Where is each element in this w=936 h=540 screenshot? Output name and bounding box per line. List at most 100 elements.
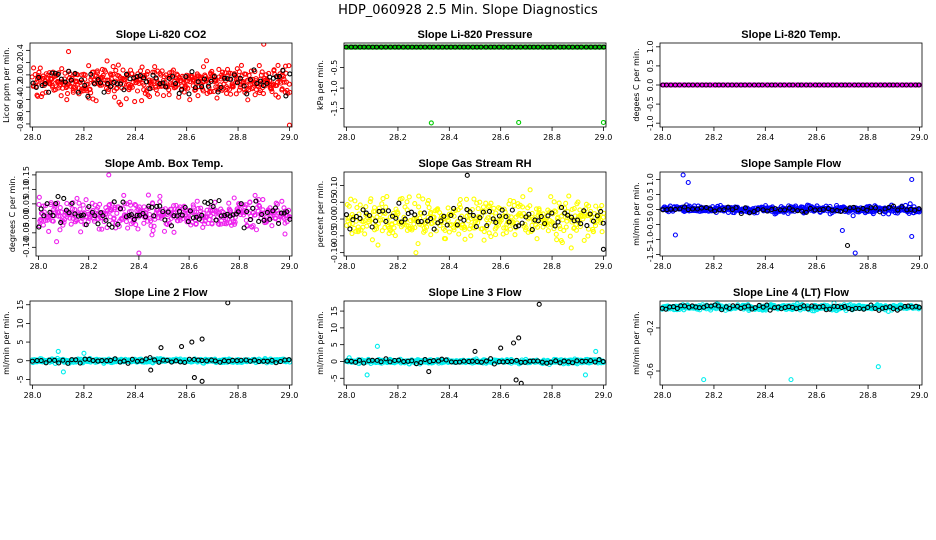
data-point [118, 81, 124, 87]
data-point [109, 207, 115, 213]
data-point [781, 82, 787, 88]
data-point [344, 212, 350, 218]
data-point [425, 198, 432, 204]
data-point [393, 215, 399, 221]
data-point [157, 199, 163, 205]
data-point [491, 44, 497, 50]
data-point [163, 84, 169, 90]
data-point [352, 44, 358, 50]
data-point [457, 204, 463, 210]
data-point [585, 233, 591, 239]
x-tick-label: 28.8 [859, 391, 877, 400]
data-point [173, 81, 179, 87]
data-point [886, 211, 892, 217]
x-tick-label: 28.2 [389, 133, 407, 142]
data-point-outlier [672, 232, 678, 238]
data-point [149, 78, 155, 84]
data-point [428, 209, 434, 215]
data-point [488, 356, 494, 362]
y-tick-label: 0.0 [646, 203, 655, 216]
data-point [850, 213, 856, 219]
x-tick-label: 29.0 [595, 133, 613, 142]
data-point [171, 229, 177, 235]
data-point [383, 218, 389, 225]
data-point [57, 227, 63, 233]
data-point [767, 307, 773, 313]
data-point [251, 357, 257, 363]
data-point [551, 199, 557, 205]
data-point [809, 303, 815, 309]
data-point [366, 212, 373, 219]
data-point [446, 229, 452, 235]
data-point [493, 210, 499, 216]
data-point [890, 203, 897, 209]
data-point [545, 228, 551, 234]
panel-ambbox: Slope Amb. Box Temp.degrees C per min.28… [8, 158, 298, 271]
data-point [349, 230, 355, 237]
data-point [534, 236, 540, 242]
data-point [65, 360, 71, 366]
data-point [234, 80, 240, 86]
data-point [503, 214, 509, 220]
data-point [150, 72, 156, 78]
data-point [52, 70, 58, 76]
data-point [816, 82, 822, 88]
data-point [383, 204, 389, 210]
data-point [514, 357, 520, 363]
data-point [159, 68, 165, 74]
data-point [56, 360, 62, 366]
data-point [113, 67, 119, 73]
data-point [590, 218, 597, 224]
data-point [273, 74, 279, 80]
x-tick-label: 28.8 [229, 133, 247, 142]
data-point [527, 203, 533, 209]
data-point [670, 304, 677, 310]
data-point [422, 357, 428, 363]
data-point-outlier [516, 335, 522, 341]
data-point [166, 87, 172, 93]
y-tick-label: -0.5 [646, 217, 655, 233]
data-point [111, 199, 117, 205]
data-point [133, 222, 139, 228]
data-point [129, 356, 135, 362]
data-point [58, 219, 64, 226]
x-tick-label: 28.0 [338, 133, 356, 142]
data-point [552, 223, 558, 229]
data-point [553, 358, 559, 364]
data-point [153, 75, 159, 81]
data-point [567, 233, 573, 239]
data-point [877, 209, 883, 215]
data-point [157, 193, 163, 199]
data-point [141, 82, 147, 88]
data-point [253, 198, 259, 204]
data-point [355, 224, 361, 230]
plot-frame [29, 42, 293, 128]
data-point [238, 201, 244, 207]
data-point [62, 79, 68, 85]
data-point [597, 219, 604, 226]
y-tick-label: 0.00 [330, 210, 339, 228]
data-point [247, 199, 253, 205]
data-point [46, 357, 53, 363]
data-point [174, 213, 180, 219]
data-point [782, 207, 788, 213]
data-point [58, 93, 64, 99]
data-point [146, 203, 152, 209]
data-point [129, 71, 135, 77]
data-point [368, 196, 374, 202]
data-point [190, 202, 196, 208]
x-tick-label: 29.0 [281, 391, 299, 400]
data-point [535, 44, 541, 50]
panel-title: Slope Amb. Box Temp. [105, 158, 224, 170]
data-point-outlier [844, 242, 851, 249]
data-point [170, 67, 176, 73]
plot-frame [343, 42, 607, 128]
data-point [88, 71, 94, 77]
data-point [452, 44, 458, 50]
data-point [114, 81, 120, 87]
data-point [392, 233, 398, 239]
data-point [204, 358, 210, 364]
data-point [134, 213, 140, 219]
